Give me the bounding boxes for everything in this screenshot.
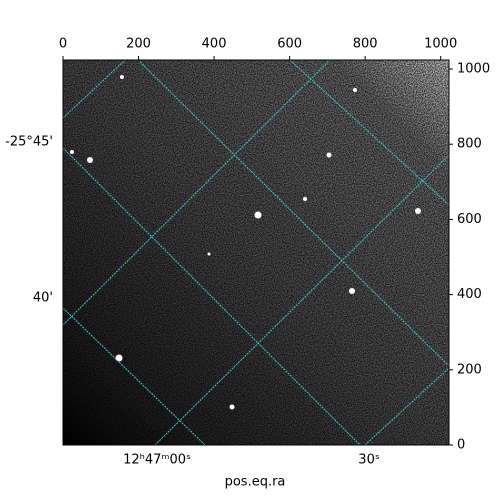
x-tick-label: 400 [202, 37, 227, 52]
sky-image [63, 60, 449, 445]
wcs-grid [63, 60, 449, 445]
wcs-y-label: 40' [33, 291, 53, 306]
x-tick-label: 800 [353, 37, 378, 52]
wcs-x-label: 12ʰ47ᵐ00ˢ [123, 453, 191, 468]
y-tick-label: 1000 [457, 62, 490, 77]
axes-frame [62, 59, 450, 446]
x-axis-label: pos.eq.ra [225, 475, 286, 490]
x-tick-label: 200 [126, 37, 151, 52]
x-tick-label: 600 [277, 37, 302, 52]
y-tick-label: 0 [457, 438, 465, 453]
y-tick-label: 800 [457, 137, 482, 152]
wcs-x-label: 30ˢ [358, 453, 380, 468]
y-tick-label: 400 [457, 287, 482, 302]
x-tick-label: 0 [59, 37, 67, 52]
wcs-y-label: -25°45' [5, 135, 53, 150]
y-tick-label: 200 [457, 362, 482, 377]
y-tick-label: 600 [457, 212, 482, 227]
x-tick-label: 1000 [424, 37, 457, 52]
